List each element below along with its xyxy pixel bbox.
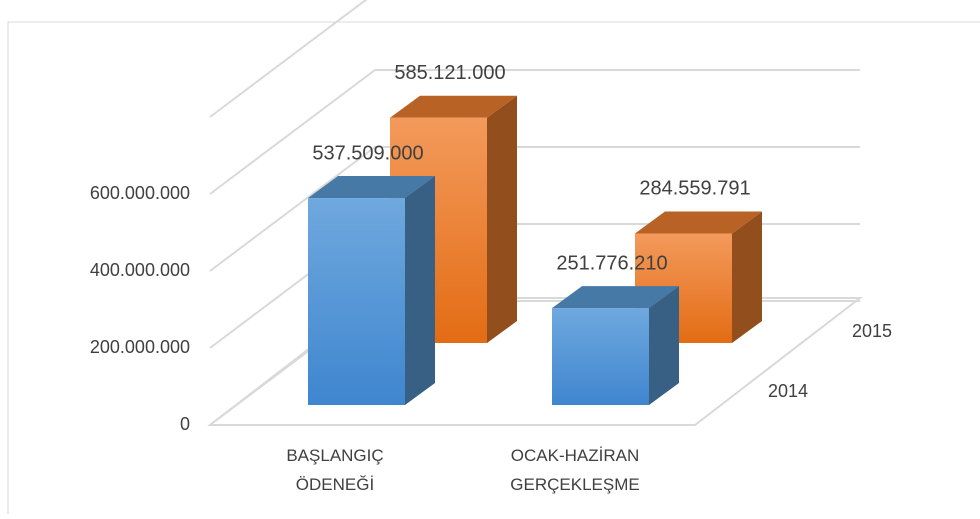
value-label: 251.776.210 xyxy=(556,252,667,274)
value-label: 537.509.000 xyxy=(312,142,423,164)
bar xyxy=(552,308,649,405)
bar-side xyxy=(487,95,517,343)
y-tick-label: 0 xyxy=(180,414,190,434)
y-tick-label: 200.000.000 xyxy=(90,337,190,357)
bar-top xyxy=(390,95,517,118)
bar-top xyxy=(308,176,435,199)
bar-side xyxy=(405,176,435,405)
bar-top xyxy=(552,286,679,309)
grid-line xyxy=(209,300,860,426)
grid-line xyxy=(209,146,860,272)
series-label: 2015 xyxy=(852,321,892,341)
x-tick-label: OCAK-HAZİRAN GERÇEKLEŞME xyxy=(510,446,640,494)
chart-border xyxy=(7,21,980,519)
value-label: 284.559.791 xyxy=(639,178,750,200)
x-tick-label: BAŞLANGIÇ ÖDENEĞİ xyxy=(286,446,384,494)
series-label: 2014 xyxy=(768,381,808,401)
floor xyxy=(207,297,863,426)
bar-top xyxy=(635,211,762,234)
y-tick-label: 400.000.000 xyxy=(90,260,190,280)
grid-line xyxy=(209,223,860,349)
bar-side xyxy=(732,211,762,343)
bar xyxy=(308,198,405,405)
bar-side xyxy=(649,286,679,405)
grid-line xyxy=(209,0,368,118)
grid-line xyxy=(209,69,860,195)
y-tick-label: 600.000.000 xyxy=(90,183,190,203)
value-label: 585.121.000 xyxy=(394,62,505,84)
